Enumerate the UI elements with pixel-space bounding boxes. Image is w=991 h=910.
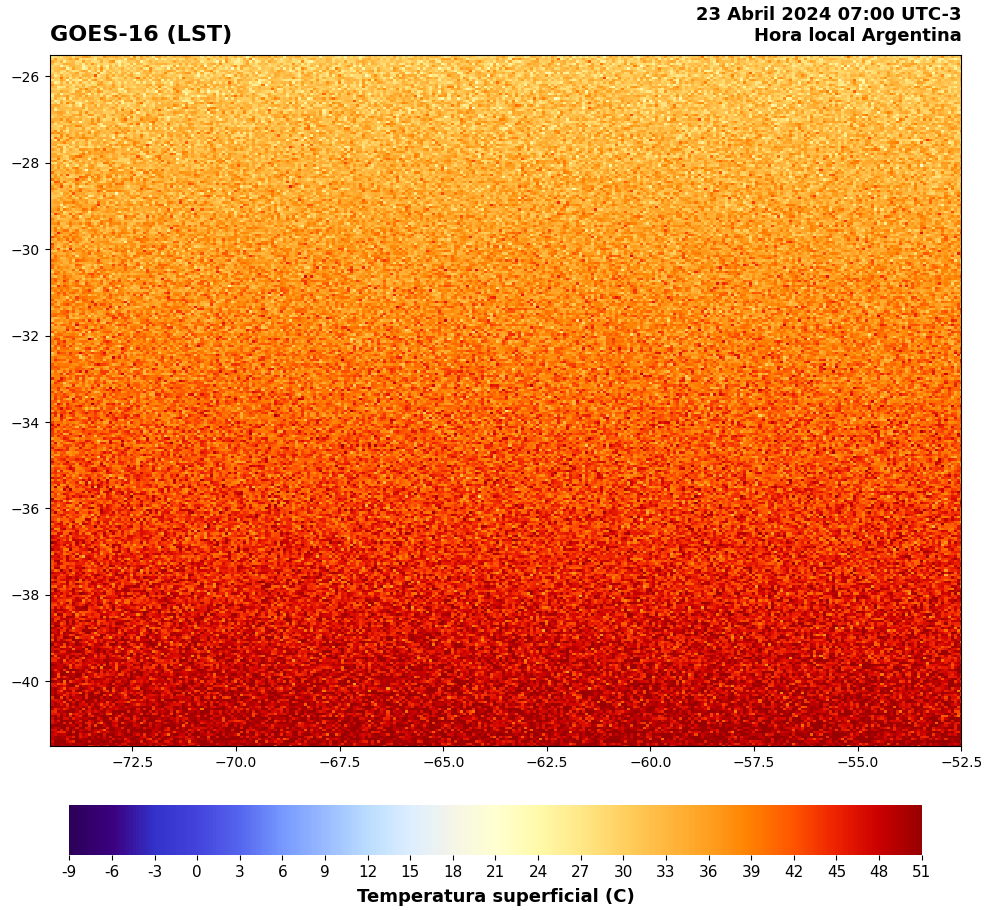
Text: 23 Abril 2024 07:00 UTC-3
Hora local Argentina: 23 Abril 2024 07:00 UTC-3 Hora local Arg… [696, 5, 961, 45]
X-axis label: Temperatura superficial (C): Temperatura superficial (C) [357, 888, 634, 906]
Text: GOES-16 (LST): GOES-16 (LST) [50, 25, 232, 45]
